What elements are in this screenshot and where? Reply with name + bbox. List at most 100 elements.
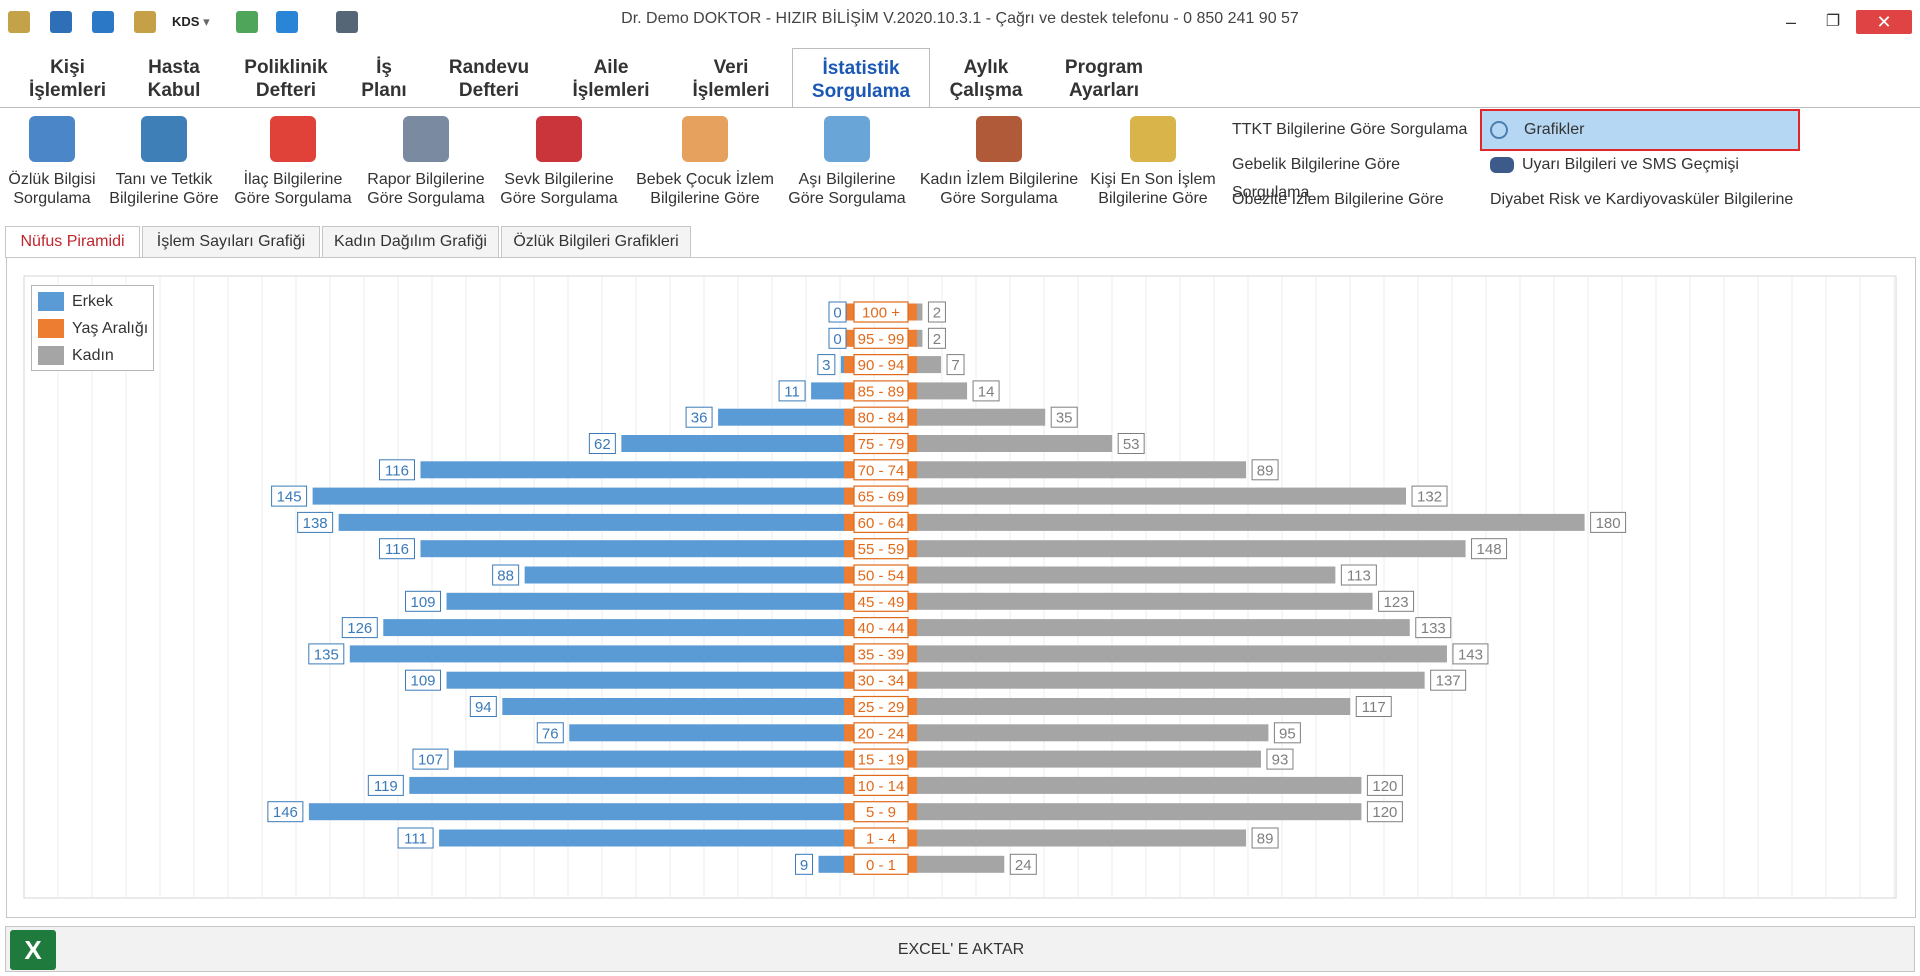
age-label-box	[853, 801, 909, 823]
ribbon-button-6[interactable]: Aşı Bilgilerine Göre Sorgulama	[782, 114, 912, 214]
tab-9[interactable]: Program Ayarları	[1044, 48, 1164, 108]
value-label-box-kadin	[1411, 485, 1448, 507]
ribbon-link[interactable]: Diyabet Risk ve Kardiyovasküler Bilgiler…	[1490, 186, 1800, 214]
tab-4[interactable]: Randevu Defteri	[428, 48, 550, 108]
map-icon[interactable]	[8, 11, 30, 33]
tab-8[interactable]: Aylık Çalışma	[938, 48, 1034, 108]
ambulance-icon	[536, 116, 582, 162]
refresh-icon[interactable]	[92, 11, 114, 33]
value-label-erkek: 3	[822, 357, 830, 374]
person-id-icon	[29, 116, 75, 162]
search-icon[interactable]	[50, 11, 72, 33]
age-label-box	[853, 590, 909, 612]
tab-6[interactable]: Veri İşlemleri	[676, 48, 786, 108]
restore-button[interactable]: ❐	[1825, 13, 1841, 30]
ie-icon[interactable]	[276, 11, 298, 33]
value-label-erkek: 88	[497, 568, 514, 585]
ribbon-link[interactable]: Obezite İzlem Bilgilerine Göre	[1232, 191, 1444, 208]
printer-icon[interactable]	[336, 11, 358, 33]
age-label: 20 - 24	[858, 725, 905, 742]
ribbon-button-line2: Bilgilerine Göre	[1098, 190, 1208, 207]
leaf-icon[interactable]	[236, 11, 258, 33]
excel-icon[interactable]: X	[10, 930, 56, 970]
kds-dropdown[interactable]: KDS ▾	[172, 11, 222, 33]
ribbon-button-2[interactable]: İlaç Bilgilerine Göre Sorgulama	[230, 114, 356, 214]
content-tab-0[interactable]: Nüfus Piramidi	[5, 226, 140, 258]
bar-erkek	[446, 592, 852, 610]
legend-item: Kadın	[38, 345, 114, 367]
legend-label: Yaş Aralığı	[72, 320, 149, 337]
tab-label-line1: Aylık	[963, 57, 1009, 78]
value-label-erkek: 111	[404, 831, 427, 848]
close-button[interactable]: ✕	[1856, 10, 1912, 34]
value-label-kadin: 143	[1458, 646, 1483, 663]
tab-5[interactable]: Aile İşlemleri	[558, 48, 664, 108]
ribbon-button-line1: Özlük Bilgisi	[8, 171, 96, 188]
tab-0[interactable]: Kişi İşlemleri	[10, 48, 125, 108]
tab-1[interactable]: Hasta Kabul	[128, 48, 220, 108]
bar-kadin	[915, 566, 1336, 584]
export-excel-button[interactable]: EXCEL' E AKTAR	[897, 941, 1025, 958]
clipboard-icon[interactable]	[134, 11, 156, 33]
bar-kadin	[915, 592, 1373, 610]
value-label-erkek: 0	[833, 305, 841, 322]
ribbon-link[interactable]: Gebelik Bilgilerine Göre Sorgulama	[1232, 156, 1401, 201]
ribbon-button-0[interactable]: Özlük Bilgisi Sorgulama	[2, 114, 102, 214]
ribbon-button-7[interactable]: Kadın İzlem Bilgilerine Göre Sorgulama	[916, 114, 1082, 214]
ribbon-button-4[interactable]: Sevk Bilgilerine Göre Sorgulama	[494, 114, 624, 214]
ribbon-button-5[interactable]: Bebek Çocuk İzlem Bilgilerine Göre	[630, 114, 780, 214]
value-label-box-kadin	[1009, 853, 1037, 875]
ribbon-tabs: Kişi İşlemleri Hasta Kabul Poliklinik Defteri…	[0, 48, 1920, 108]
tab-7[interactable]: İstatistik Sorgulama	[792, 48, 930, 108]
content-tab-1[interactable]: İşlem Sayıları Grafiği	[142, 226, 320, 258]
bar-kadin	[915, 645, 1447, 663]
tab-2[interactable]: Poliklinik Defteri	[230, 48, 342, 108]
value-label-kadin: 123	[1384, 594, 1409, 611]
ribbon-panel: Özlük Bilgisi Sorgulama Tanı ve Tetkik Bilg…	[0, 108, 1920, 218]
value-label-box-kadin	[972, 380, 1000, 402]
ribbon-button-line2: Göre Sorgulama	[940, 190, 1058, 207]
age-label-box	[853, 643, 909, 665]
ribbon-divider	[0, 107, 1920, 108]
ribbon-button-line1: Rapor Bilgilerine	[367, 171, 485, 188]
age-label-box	[853, 354, 909, 376]
age-label: 0 - 1	[866, 857, 896, 874]
ribbon-link[interactable]: TTKT Bilgilerine Göre Sorgulama	[1232, 121, 1468, 138]
value-label-erkek: 62	[594, 436, 611, 453]
value-label-erkek: 94	[475, 699, 492, 716]
value-label-box-erkek	[397, 827, 434, 849]
ribbon-button-1[interactable]: Tanı ve Tetkik Bilgilerine Göre	[104, 114, 224, 214]
value-label-erkek: 76	[542, 725, 559, 742]
ribbon-button-3[interactable]: Rapor Bilgilerine Göre Sorgulama	[362, 114, 490, 214]
age-label-box	[853, 748, 909, 770]
tab-3[interactable]: İş Planı	[352, 48, 416, 108]
value-label-box-kadin	[1430, 669, 1467, 691]
legend-label: Kadın	[72, 347, 114, 364]
bar-erkek	[312, 487, 853, 505]
ribbon-button-8[interactable]: Kişi En Son İşlem Bilgilerine Göre	[1088, 114, 1218, 214]
value-label-box-kadin	[1340, 564, 1377, 586]
minimize-button[interactable]: –	[1785, 12, 1796, 32]
window-title: Dr. Demo DOKTOR - HIZIR BİLİŞİM V.2020.1…	[621, 10, 1299, 27]
tab-label-line1: Veri	[713, 57, 749, 78]
value-label-box-erkek	[267, 801, 304, 823]
ribbon-link-label: Uyarı Bilgileri ve SMS Geçmişi	[1522, 156, 1739, 173]
value-label-erkek: 116	[385, 541, 409, 558]
age-label: 50 - 54	[858, 568, 905, 585]
value-label-box-erkek	[469, 696, 497, 717]
age-label: 65 - 69	[858, 489, 905, 506]
value-label-erkek: 146	[273, 804, 298, 821]
ribbon-link[interactable]: Uyarı Bilgileri ve SMS Geçmişi	[1490, 151, 1800, 179]
grafikler-link[interactable]: Grafikler	[1480, 109, 1800, 151]
bar-erkek	[383, 619, 852, 637]
bar-kadin	[915, 356, 942, 374]
bar-kadin	[915, 461, 1247, 479]
bar-erkek	[524, 566, 852, 584]
ribbon-button-line2: Bilgilerine Göre	[650, 190, 760, 207]
content-tab-2[interactable]: Kadın Dağılım Grafiği	[322, 226, 499, 258]
tab-label-line1: İstatistik	[822, 58, 900, 79]
bar-kadin	[915, 487, 1407, 505]
tab-label-line1: Poliklinik	[244, 57, 328, 78]
value-label-kadin: 89	[1257, 462, 1274, 479]
